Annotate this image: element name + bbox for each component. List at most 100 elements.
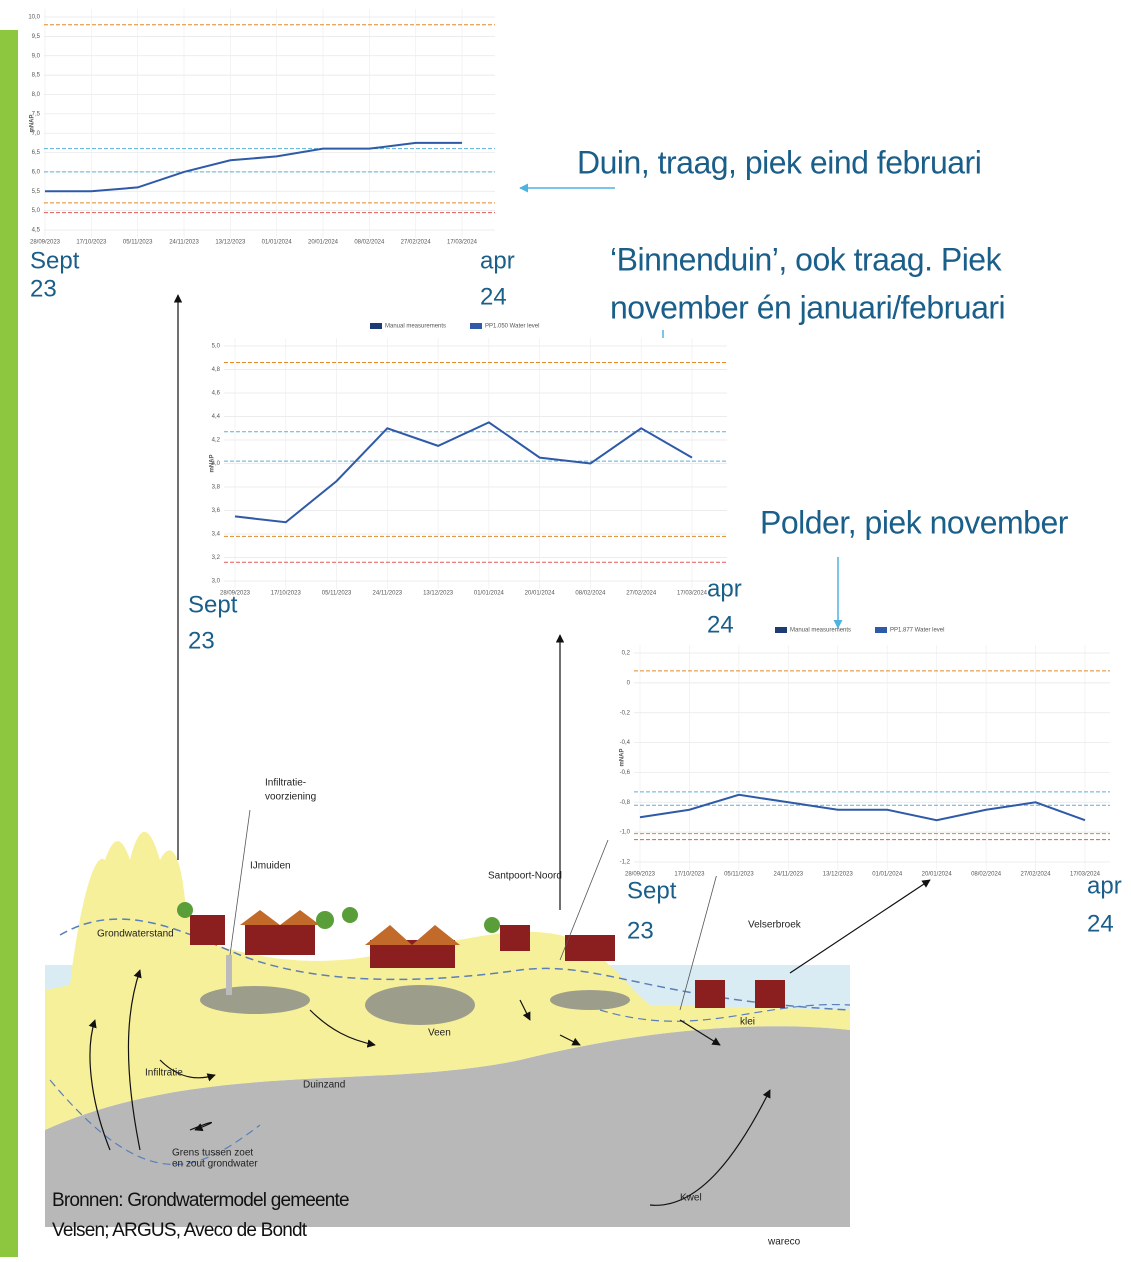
x-tick-label: 17/10/2023 bbox=[271, 591, 302, 597]
y-tick-label: 3,4 bbox=[212, 532, 221, 538]
diagram-label: Infiltratie- bbox=[265, 778, 306, 789]
diagram-label: Velserbroek bbox=[748, 920, 802, 931]
data-line bbox=[639, 793, 1086, 822]
x-tick-label: 27/02/2024 bbox=[626, 591, 657, 597]
diagram-label: klei bbox=[740, 1017, 755, 1028]
x-tick-label: 13/12/2023 bbox=[823, 872, 854, 878]
y-tick-label: -1,2 bbox=[620, 860, 631, 866]
callout: november én januari/februari bbox=[610, 289, 1005, 325]
y-tick-label: 7,0 bbox=[32, 131, 41, 137]
y-tick-label: 5,0 bbox=[212, 344, 221, 350]
legend-swatch bbox=[875, 627, 887, 633]
y-tick-label: 5,5 bbox=[32, 189, 41, 195]
y-tick-label: 0 bbox=[627, 680, 631, 686]
diagram-label: Veen bbox=[428, 1028, 451, 1039]
plot-area bbox=[210, 338, 727, 595]
x-tick-label: 05/11/2023 bbox=[123, 240, 153, 246]
y-tick-label: 4,2 bbox=[212, 438, 221, 444]
legend-swatch bbox=[370, 323, 382, 329]
period-label: Sept bbox=[30, 247, 80, 274]
period-label: 23 bbox=[30, 275, 57, 302]
diagram-label: en zout grondwater bbox=[172, 1159, 258, 1170]
y-tick-label: 5,0 bbox=[32, 208, 41, 214]
x-tick-label: 17/10/2023 bbox=[76, 240, 107, 246]
x-tick-label: 24/11/2023 bbox=[373, 591, 403, 597]
diagram-label: Duinzand bbox=[303, 1080, 345, 1091]
y-tick-label: 8,0 bbox=[32, 92, 41, 98]
y-tick-label: 10,0 bbox=[28, 15, 40, 21]
y-tick-label: 6,5 bbox=[32, 150, 41, 156]
diagram-label: Santpoort-Noord bbox=[488, 871, 562, 882]
x-tick-label: 17/03/2024 bbox=[677, 591, 708, 597]
x-tick-label: 17/03/2024 bbox=[1070, 872, 1101, 878]
diagram-label: Grondwaterstand bbox=[97, 929, 174, 940]
x-tick-label: 13/12/2023 bbox=[215, 240, 246, 246]
diagram-label: Grens tussen zoet bbox=[172, 1148, 253, 1159]
y-tick-label: 4,0 bbox=[212, 461, 221, 467]
y-tick-label: -0,2 bbox=[620, 710, 631, 716]
diagram-label: Infiltratie bbox=[145, 1068, 183, 1079]
y-tick-label: 3,8 bbox=[212, 485, 221, 491]
source-text: Velsen; ARGUS, Aveco de Bondt bbox=[52, 1220, 308, 1241]
diagram-label: voorziening bbox=[265, 792, 316, 803]
x-tick-label: 28/09/2023 bbox=[625, 872, 656, 878]
x-tick-label: 20/01/2024 bbox=[525, 591, 556, 597]
y-tick-label: 4,6 bbox=[212, 391, 221, 397]
period-label: 24 bbox=[1087, 910, 1114, 937]
x-tick-label: 28/09/2023 bbox=[30, 240, 61, 246]
x-tick-label: 24/11/2023 bbox=[169, 240, 199, 246]
source-text: Bronnen: Grondwatermodel gemeente bbox=[52, 1190, 349, 1211]
x-tick-label: 08/02/2024 bbox=[354, 240, 385, 246]
y-axis-label: mNAP bbox=[620, 748, 626, 766]
callout: Duin, traag, piek eind februari bbox=[577, 144, 981, 180]
diagram-label: wareco bbox=[767, 1237, 801, 1248]
legend-swatch bbox=[775, 627, 787, 633]
period-label: 23 bbox=[188, 627, 215, 654]
legend-label: PP1.877 Water level bbox=[890, 628, 944, 634]
x-tick-label: 01/01/2024 bbox=[474, 591, 505, 597]
callout: Polder, piek november bbox=[760, 504, 1069, 540]
x-tick-label: 05/11/2023 bbox=[322, 591, 352, 597]
period-label: 24 bbox=[707, 611, 734, 638]
x-tick-label: 28/09/2023 bbox=[220, 591, 251, 597]
period-label: 24 bbox=[480, 283, 507, 310]
x-tick-label: 17/03/2024 bbox=[447, 240, 478, 246]
y-axis-label: mNAP bbox=[30, 114, 36, 132]
x-tick-label: 27/02/2024 bbox=[401, 240, 432, 246]
y-tick-label: -0,8 bbox=[620, 800, 631, 806]
x-tick-label: 17/10/2023 bbox=[674, 872, 705, 878]
legend-swatch bbox=[470, 323, 482, 329]
x-tick-label: 20/01/2024 bbox=[922, 872, 953, 878]
period-label: apr bbox=[707, 575, 742, 602]
y-tick-label: 4,8 bbox=[212, 367, 221, 373]
y-tick-label: 4,5 bbox=[32, 228, 41, 234]
period-label: Sept bbox=[188, 591, 238, 618]
y-tick-label: 0,2 bbox=[622, 651, 631, 657]
period-label: 23 bbox=[627, 917, 654, 944]
y-tick-label: 9,0 bbox=[32, 53, 41, 59]
period-label: apr bbox=[480, 247, 515, 274]
period-label: apr bbox=[1087, 872, 1122, 899]
y-tick-label: 8,5 bbox=[32, 73, 41, 79]
data-line bbox=[45, 141, 462, 193]
legend-label: Manual measurements bbox=[385, 324, 446, 330]
y-tick-label: 3,0 bbox=[212, 579, 221, 585]
legend-label: PP1.050 Water level bbox=[485, 324, 539, 330]
diagram-label: IJmuiden bbox=[250, 861, 291, 872]
x-tick-label: 08/02/2024 bbox=[575, 591, 606, 597]
legend-label: Manual measurements bbox=[790, 628, 851, 634]
y-tick-label: -1,0 bbox=[620, 830, 631, 836]
plot-area bbox=[30, 9, 495, 244]
y-tick-label: 4,4 bbox=[212, 414, 221, 420]
x-tick-label: 13/12/2023 bbox=[423, 591, 454, 597]
diagram-label: Kwel bbox=[680, 1193, 702, 1204]
data-line bbox=[234, 421, 693, 524]
side-bar bbox=[0, 30, 18, 1257]
callout: ‘Binnenduin’, ook traag. Piek bbox=[610, 241, 1003, 277]
y-tick-label: 7,5 bbox=[32, 111, 41, 117]
y-tick-label: 6,0 bbox=[32, 169, 41, 175]
diagram: Infiltratie-voorziening IJmuiden Santpoort… bbox=[45, 183, 931, 1248]
y-axis-label: mNAP bbox=[210, 454, 216, 472]
line-chart: 4,5 5,0 5,5 6,0 6,5 7,0 7,5 8,0 8,5 9,0 9,5 10,0 28/… bbox=[28, 9, 495, 246]
